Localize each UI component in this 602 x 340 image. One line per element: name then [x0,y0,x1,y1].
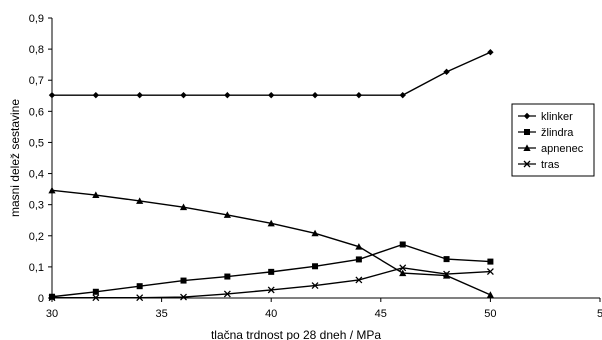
y-tick-label: 0,8 [29,44,44,56]
data-point [136,283,143,290]
data-point [48,91,56,99]
y-tick-label: 0,7 [29,75,44,87]
x-tick-label: 5 [597,308,602,320]
legend-item: apnenec [518,143,584,155]
series-line [52,51,491,96]
series-line [51,189,491,296]
data-point [48,294,56,302]
y-tick-label: 0,6 [29,106,44,118]
data-point [399,91,406,99]
y-tick-label: 0,9 [29,13,44,25]
tick-labels: 0 0,1 0,2 0,3 0,4 0,5 0,6 0,7 0,8 0,9 30 35 40 45 50 5 [29,13,602,320]
legend-marker [523,144,531,151]
data-point [486,291,494,298]
data-point [443,68,450,76]
data-point [311,282,319,290]
data-point [443,256,450,263]
legend-item: klinker [518,111,573,123]
x-tick-label: 35 [155,308,167,320]
data-point [136,197,144,204]
data-point [486,268,494,276]
series-layer [48,49,494,302]
data-point [487,49,494,56]
x-tick-label: 40 [265,308,277,320]
x-tick-label: 30 [46,308,58,320]
data-point [311,229,319,237]
data-point [355,256,362,263]
data-point [92,288,99,295]
data-point [443,270,451,278]
data-point [267,219,275,227]
series-1 [48,49,494,99]
y-tick-label: 0 [38,293,44,305]
data-point [92,191,100,199]
data-point [355,91,363,99]
data-point [355,276,363,284]
data-point [136,91,143,99]
data-point [180,293,187,301]
legend: klinker žlindra apnenec tras [511,103,595,177]
data-point [268,268,275,275]
y-tick-label: 0,4 [29,169,44,181]
legend-item: tras [518,159,560,171]
data-point [224,91,231,99]
legend-marker [523,112,531,120]
legend-item: žlindra [518,127,574,139]
data-point [442,272,451,279]
x-axis-title: tlačna trdnost po 28 dneh / MPa [211,328,381,340]
legend-label: klinker [541,111,573,123]
data-point [224,273,231,280]
data-point [267,286,275,294]
data-point [49,293,55,300]
data-point [136,294,144,302]
legend-marker [523,160,531,168]
data-point [399,241,406,248]
series-4 [48,264,494,302]
data-point [48,186,56,194]
data-point [399,264,407,272]
data-point [487,258,494,265]
data-point [312,263,319,270]
legend-label: žlindra [541,127,574,139]
y-tick-label: 0,5 [29,137,44,149]
legend-marker [524,129,530,135]
data-point [399,269,407,277]
data-point [311,91,319,99]
data-point [223,211,231,218]
y-axis-title: masni delež sestavine [8,99,22,217]
data-point [179,203,188,211]
x-tick-label: 50 [484,308,496,320]
y-tick-label: 0,3 [29,200,44,212]
data-point [223,290,231,298]
data-point [92,294,100,302]
legend-label: tras [541,159,560,171]
y-tick-label: 0,2 [29,231,44,243]
series-2 [49,241,494,300]
data-point [180,277,187,284]
data-point [355,243,363,250]
data-point [268,91,275,99]
x-tick-label: 45 [375,308,387,320]
legend-label: apnenec [541,143,584,155]
y-tick-label: 0,1 [29,262,44,274]
data-point [180,91,187,99]
series-3 [48,186,494,298]
data-point [92,91,100,99]
